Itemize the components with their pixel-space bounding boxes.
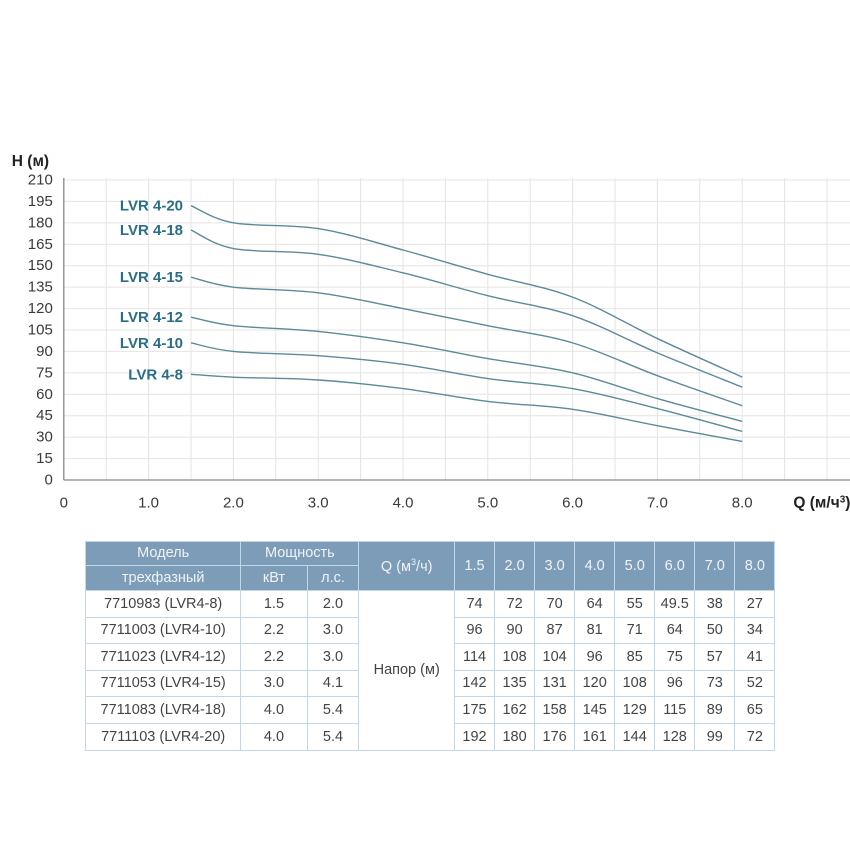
svg-text:Q (м/ч3): Q (м/ч3): [793, 494, 850, 512]
svg-text:LVR 4-18: LVR 4-18: [120, 222, 183, 239]
svg-text:3.0: 3.0: [308, 495, 329, 512]
svg-text:15: 15: [36, 450, 53, 467]
svg-text:150: 150: [28, 257, 53, 274]
svg-text:210: 210: [28, 172, 53, 189]
svg-text:30: 30: [36, 429, 53, 446]
svg-text:105: 105: [28, 322, 53, 339]
svg-text:LVR 4-20: LVR 4-20: [120, 198, 183, 215]
svg-text:0: 0: [44, 472, 52, 489]
svg-text:2.0: 2.0: [223, 495, 244, 512]
svg-text:4.0: 4.0: [393, 495, 414, 512]
svg-text:8.0: 8.0: [732, 495, 753, 512]
svg-text:60: 60: [36, 386, 53, 403]
svg-text:195: 195: [28, 193, 53, 210]
svg-text:LVR 4-15: LVR 4-15: [120, 269, 183, 286]
svg-text:LVR 4-8: LVR 4-8: [128, 366, 183, 383]
svg-text:1.0: 1.0: [138, 495, 159, 512]
svg-text:120: 120: [28, 300, 53, 317]
svg-text:LVR 4-10: LVR 4-10: [120, 335, 183, 352]
svg-text:135: 135: [28, 279, 53, 296]
svg-text:90: 90: [36, 343, 53, 360]
svg-text:7.0: 7.0: [647, 495, 668, 512]
svg-text:165: 165: [28, 236, 53, 253]
svg-text:0: 0: [60, 495, 68, 512]
svg-text:6.0: 6.0: [562, 495, 583, 512]
svg-text:45: 45: [36, 407, 53, 424]
svg-text:5.0: 5.0: [477, 495, 498, 512]
svg-text:75: 75: [36, 364, 53, 381]
svg-text:H (м): H (м): [12, 153, 49, 170]
svg-text:180: 180: [28, 214, 53, 231]
svg-text:LVR 4-12: LVR 4-12: [120, 309, 183, 326]
